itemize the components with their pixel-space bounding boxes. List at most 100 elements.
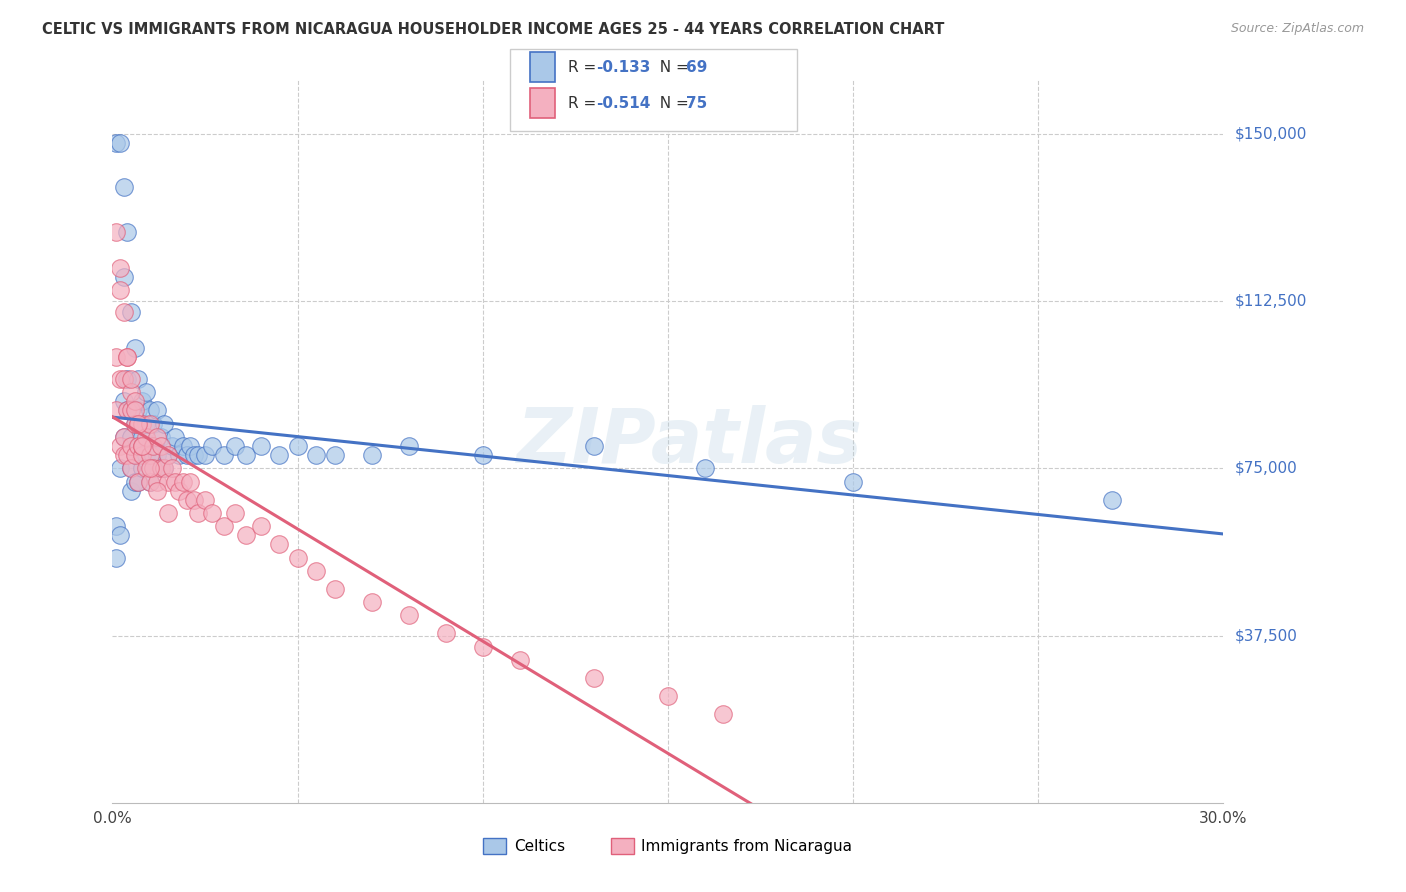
Text: ZIPatlas: ZIPatlas xyxy=(517,405,863,478)
Text: $112,500: $112,500 xyxy=(1234,293,1306,309)
Point xyxy=(108,136,131,150)
Point xyxy=(127,475,149,489)
Point xyxy=(138,403,160,417)
Point xyxy=(131,439,153,453)
Point xyxy=(142,448,165,462)
Point xyxy=(138,475,160,489)
Point xyxy=(138,417,160,431)
Point xyxy=(153,461,176,475)
Point xyxy=(124,403,146,417)
Text: $37,500: $37,500 xyxy=(1234,628,1298,643)
Point xyxy=(434,626,457,640)
Point xyxy=(131,417,153,431)
Point xyxy=(287,439,309,453)
Point xyxy=(127,417,149,431)
Point xyxy=(124,448,146,462)
Point xyxy=(120,439,142,453)
Point xyxy=(117,372,139,386)
Point xyxy=(183,492,205,507)
Point xyxy=(146,430,169,444)
Point xyxy=(160,461,183,475)
Point xyxy=(249,439,271,453)
Point xyxy=(108,439,131,453)
Point xyxy=(135,448,157,462)
Point xyxy=(112,448,135,462)
Point xyxy=(1101,492,1123,507)
Point xyxy=(582,439,605,453)
Point xyxy=(112,305,135,319)
Point xyxy=(108,528,131,542)
Point xyxy=(165,430,187,444)
Point xyxy=(157,475,180,489)
Point xyxy=(135,430,157,444)
Point xyxy=(360,448,382,462)
Point xyxy=(160,439,183,453)
Text: $75,000: $75,000 xyxy=(1234,461,1298,475)
Point xyxy=(179,439,201,453)
Point xyxy=(117,350,139,364)
Point xyxy=(142,417,165,431)
Text: $150,000: $150,000 xyxy=(1234,127,1306,141)
Point xyxy=(157,448,180,462)
Point xyxy=(112,430,135,444)
Point xyxy=(267,537,291,551)
Point xyxy=(108,461,131,475)
Point xyxy=(112,372,135,386)
Point xyxy=(131,448,153,462)
Point xyxy=(117,448,139,462)
Point xyxy=(117,225,139,239)
Point xyxy=(657,689,679,703)
Point xyxy=(149,461,172,475)
Text: CELTIC VS IMMIGRANTS FROM NICARAGUA HOUSEHOLDER INCOME AGES 25 - 44 YEARS CORREL: CELTIC VS IMMIGRANTS FROM NICARAGUA HOUS… xyxy=(42,22,945,37)
Point xyxy=(120,403,142,417)
Point xyxy=(360,595,382,609)
Text: -0.514: -0.514 xyxy=(596,95,651,111)
Point xyxy=(131,394,153,409)
Point xyxy=(153,417,176,431)
Point xyxy=(176,492,198,507)
Point xyxy=(120,483,142,498)
Text: 75: 75 xyxy=(686,95,707,111)
Point xyxy=(117,350,139,364)
Point xyxy=(108,283,131,297)
Point xyxy=(267,448,291,462)
Text: Source: ZipAtlas.com: Source: ZipAtlas.com xyxy=(1230,22,1364,36)
Point xyxy=(179,475,201,489)
Point xyxy=(120,372,142,386)
Point xyxy=(127,439,149,453)
Point xyxy=(124,475,146,489)
Point xyxy=(157,448,180,462)
Point xyxy=(108,260,131,275)
Point xyxy=(149,439,172,453)
Point xyxy=(146,483,169,498)
Point xyxy=(201,439,224,453)
Point xyxy=(138,461,160,475)
Text: 69: 69 xyxy=(686,60,707,75)
Point xyxy=(183,448,205,462)
Point xyxy=(124,417,146,431)
Point xyxy=(112,180,135,194)
Point xyxy=(187,448,209,462)
Point xyxy=(120,385,142,400)
Point xyxy=(131,461,153,475)
Point xyxy=(201,506,224,520)
Point xyxy=(117,403,139,417)
Point xyxy=(124,394,146,409)
Point xyxy=(127,475,149,489)
Point xyxy=(194,492,217,507)
Point xyxy=(582,671,605,685)
Point xyxy=(138,475,160,489)
Point xyxy=(135,385,157,400)
Point xyxy=(105,550,128,565)
Point xyxy=(146,448,169,462)
Point xyxy=(146,475,169,489)
Point xyxy=(105,225,128,239)
Point xyxy=(112,394,135,409)
Point xyxy=(323,448,346,462)
Point xyxy=(153,461,176,475)
Point xyxy=(138,439,160,453)
Point xyxy=(120,403,142,417)
Point xyxy=(212,519,235,533)
Point xyxy=(842,475,865,489)
Point xyxy=(212,448,235,462)
